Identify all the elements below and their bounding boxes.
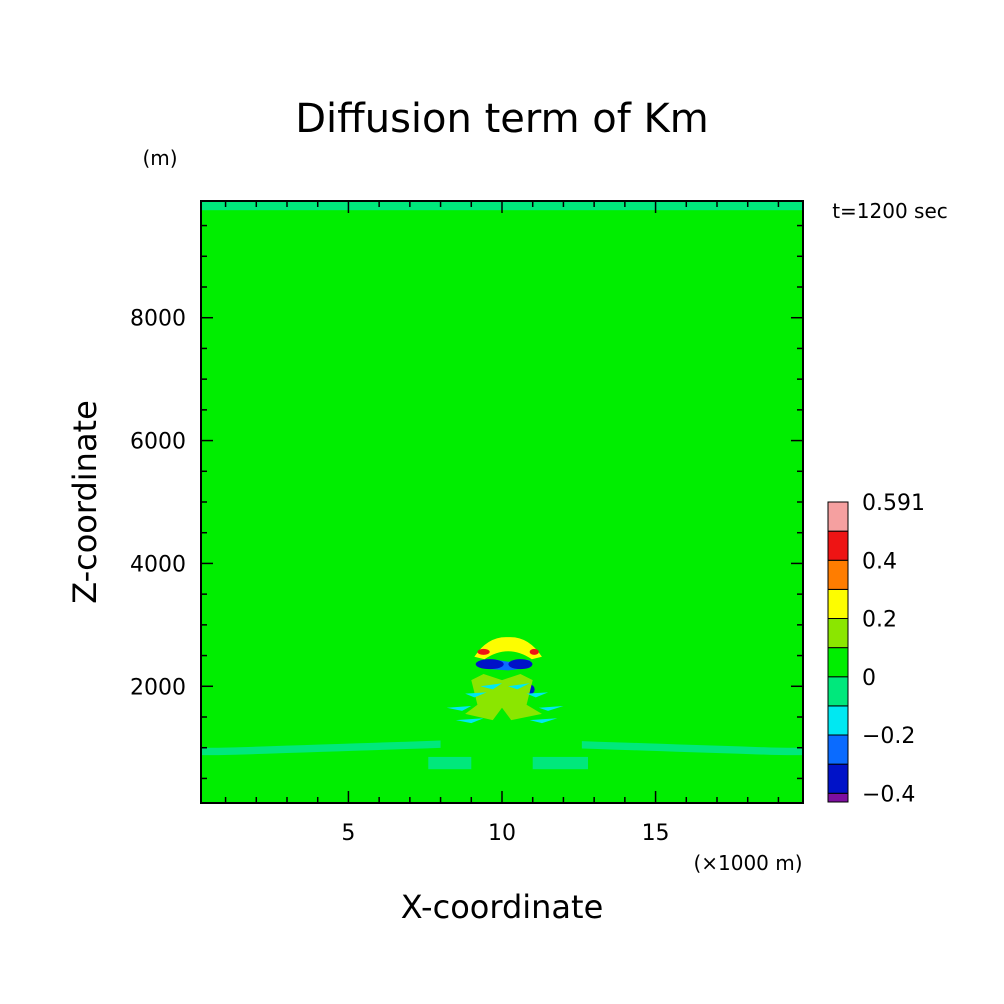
contour-region — [465, 692, 487, 698]
colorbar-swatch — [827, 501, 849, 532]
colorbar-swatch — [827, 676, 849, 707]
contour-region — [475, 659, 504, 670]
y-unit-label: (m) — [142, 146, 177, 170]
contour-region — [480, 683, 502, 690]
contour-region — [455, 718, 484, 724]
contour-region — [508, 683, 530, 690]
colorbar-label: 0.2 — [862, 608, 897, 633]
contour-region — [446, 705, 472, 711]
colorbar-swatch — [827, 647, 849, 678]
colorbar-label: 0.591 — [862, 491, 925, 516]
contour-region — [526, 692, 549, 698]
colorbar-label: 0 — [862, 666, 876, 691]
field-background — [201, 201, 803, 803]
colorbar-swatch — [827, 792, 849, 803]
contour-region — [508, 659, 533, 670]
x-axis-label: X-coordinate — [401, 888, 604, 926]
colorbar-swatch — [827, 588, 849, 620]
time-label: t=1200 sec — [832, 199, 948, 223]
contour-region — [477, 648, 490, 655]
x-unit-label: (×1000 m) — [693, 851, 802, 875]
chart-title: Diffusion term of Km — [295, 96, 709, 142]
y-tick-label: 8000 — [130, 307, 186, 332]
contour-region — [538, 705, 564, 711]
colorbar-swatch — [827, 705, 849, 736]
colorbar-swatch — [827, 530, 849, 561]
colorbar-label: 0.4 — [862, 549, 897, 574]
contour-region — [581, 741, 803, 756]
y-axis-label: Z-coordinate — [66, 400, 104, 604]
x-tick-label: 5 — [341, 821, 355, 846]
contour-region — [529, 718, 558, 724]
colorbar: 0.591 0.4 0.2 0 −0.2 −0.4 — [827, 491, 925, 807]
contour-region — [201, 740, 441, 756]
contour-region — [474, 637, 542, 660]
contour-region — [529, 648, 539, 655]
colorbar-label: −0.2 — [862, 724, 915, 749]
plot-area — [201, 201, 803, 803]
axes: 5 10 15 2000 4000 6000 8000 — [130, 200, 804, 846]
contour-region — [532, 756, 588, 770]
y-tick-label: 6000 — [130, 430, 186, 455]
x-tick-label: 10 — [488, 821, 516, 846]
colorbar-label: −0.4 — [862, 782, 915, 807]
colorbar-swatch — [827, 559, 849, 590]
colorbar-swatch — [827, 763, 849, 794]
colorbar-swatch — [827, 618, 849, 649]
y-tick-label: 2000 — [130, 675, 186, 700]
contour-region — [428, 756, 472, 770]
x-tick-label: 15 — [642, 821, 670, 846]
colorbar-swatch — [827, 734, 849, 765]
y-tick-label: 4000 — [130, 552, 186, 577]
